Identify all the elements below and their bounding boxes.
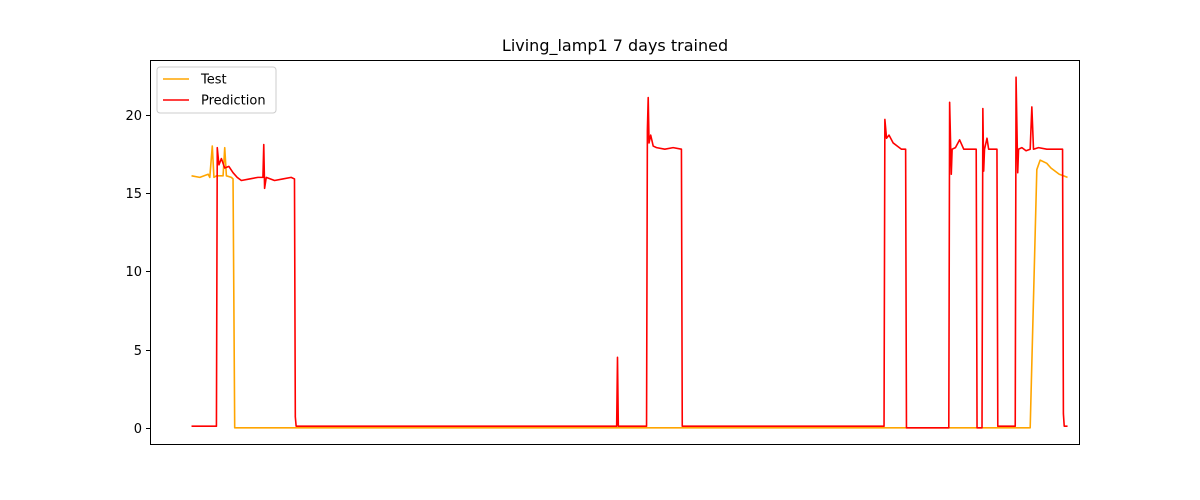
y-tick-label: 10	[125, 265, 142, 280]
axes-frame	[150, 60, 1080, 445]
chart-title: Living_lamp1 7 days trained	[502, 36, 728, 56]
series-layer	[191, 76, 1068, 429]
legend-label-test: Test	[200, 73, 227, 88]
series-line-test	[191, 145, 1068, 429]
y-tick-label: 20	[125, 109, 142, 124]
series-line-prediction	[191, 76, 1068, 429]
y-tick-label: 5	[134, 344, 142, 359]
y-axis: 0 5 10 15 20	[125, 109, 150, 437]
legend: Test Prediction	[156, 66, 277, 114]
plot-area	[191, 76, 1068, 429]
legend-label-prediction: Prediction	[201, 94, 266, 109]
y-tick-label: 15	[125, 187, 142, 202]
y-tick-label: 0	[134, 422, 142, 437]
